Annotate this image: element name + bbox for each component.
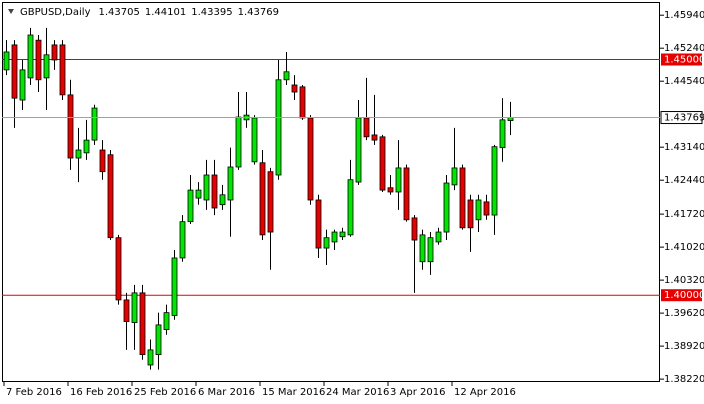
- y-tick-label: 1.41720: [664, 209, 704, 220]
- candle-body: [163, 312, 170, 331]
- candle-body: [435, 231, 442, 243]
- candle-body: [315, 199, 322, 249]
- header-close: 1.43769: [238, 7, 279, 18]
- candle-body: [451, 167, 458, 186]
- chart-icon: [8, 9, 14, 14]
- candle-body: [211, 174, 218, 209]
- candle-body: [483, 201, 490, 216]
- y-tick-label: 1.39620: [664, 308, 704, 319]
- candle-body: [131, 292, 138, 323]
- candle-body: [27, 34, 34, 79]
- candle-body: [299, 86, 306, 119]
- candle-body: [75, 149, 82, 159]
- candle-body: [227, 166, 234, 201]
- candle-body: [219, 194, 226, 206]
- chart-header: GBPUSD,Daily 1.43705 1.44101 1.43395 1.43769: [20, 7, 279, 18]
- candle-body: [291, 84, 298, 93]
- candle-body: [195, 189, 202, 199]
- y-tick-label: 1.40320: [664, 275, 704, 286]
- x-tick-label: 25 Feb 2016: [134, 387, 196, 398]
- candle-body: [267, 171, 274, 233]
- candle-body: [83, 139, 90, 154]
- chart-title: GBPUSD,Daily: [20, 7, 91, 18]
- candle-body: [275, 79, 282, 176]
- candle-body: [371, 134, 378, 141]
- candle-body: [115, 237, 122, 301]
- candle-body: [307, 117, 314, 201]
- candle-body: [67, 94, 74, 159]
- candle-body: [347, 179, 354, 236]
- candle-body: [459, 167, 466, 229]
- candle-body: [3, 51, 10, 71]
- y-tick-label: 1.41020: [664, 242, 704, 253]
- candle-body: [203, 174, 210, 201]
- candle-body: [59, 44, 66, 96]
- price-label: 1.40000: [664, 290, 704, 301]
- y-tick-label: 1.43140: [664, 142, 704, 153]
- candle-body: [155, 324, 162, 356]
- candle-body: [187, 189, 194, 223]
- price-label-box: [661, 53, 702, 66]
- candle-body: [379, 136, 386, 191]
- candle-body: [51, 44, 58, 61]
- x-tick-label: 7 Feb 2016: [6, 387, 62, 398]
- candle-body: [387, 187, 394, 193]
- candle-body: [11, 44, 18, 99]
- candle-body: [99, 149, 106, 173]
- x-tick-label: 3 Apr 2016: [390, 387, 445, 398]
- candle-body: [411, 217, 418, 241]
- price-label-box: [661, 289, 702, 302]
- candle-body: [91, 107, 98, 141]
- candle-body: [43, 54, 50, 79]
- candle-body: [283, 71, 290, 81]
- y-tick-label: 1.38920: [664, 341, 704, 352]
- y-tick-label: 1.38220: [664, 374, 704, 385]
- candle-body: [171, 257, 178, 316]
- candle-body: [139, 292, 146, 356]
- candle-body: [467, 199, 474, 229]
- candle-body: [179, 221, 186, 259]
- candle-body: [491, 146, 498, 216]
- price-label: 1.45000: [664, 55, 704, 66]
- candle-body: [419, 234, 426, 263]
- candle-body: [499, 119, 506, 149]
- x-tick-label: 24 Mar 2016: [326, 387, 389, 398]
- candle-body: [147, 349, 154, 366]
- candle-body: [355, 117, 362, 183]
- candle-body: [259, 162, 266, 236]
- y-tick-label: 1.42440: [664, 175, 704, 186]
- candle-body: [427, 237, 434, 263]
- plot-frame: [2, 2, 660, 382]
- candle-body: [235, 116, 242, 168]
- candle-body: [403, 167, 410, 221]
- y-tick-label: 1.45940: [664, 10, 704, 21]
- candle-body: [363, 117, 370, 138]
- header-open: 1.43705: [99, 7, 140, 18]
- y-tick-label: 1.45240: [664, 43, 704, 54]
- candle-body: [123, 299, 130, 323]
- header-low: 1.43395: [191, 7, 232, 18]
- candle-body: [19, 69, 26, 101]
- candle-body: [331, 231, 338, 243]
- candle-body: [395, 167, 402, 193]
- candle-body: [443, 182, 450, 233]
- candle-body: [323, 237, 330, 249]
- y-tick-label: 1.44540: [664, 76, 704, 87]
- candle-body: [339, 231, 346, 238]
- x-tick-label: 15 Mar 2016: [262, 387, 325, 398]
- candle-body: [107, 154, 114, 239]
- candle-body: [475, 199, 482, 221]
- x-tick-label: 12 Apr 2016: [454, 387, 516, 398]
- candle-body: [251, 117, 258, 163]
- x-tick-label: 16 Feb 2016: [70, 387, 132, 398]
- current-price-box: [660, 111, 703, 125]
- x-tick-label: 6 Mar 2016: [198, 387, 255, 398]
- current-price-label: 1.43769: [664, 113, 704, 124]
- header-high: 1.44101: [145, 7, 186, 18]
- candle-body: [35, 39, 42, 81]
